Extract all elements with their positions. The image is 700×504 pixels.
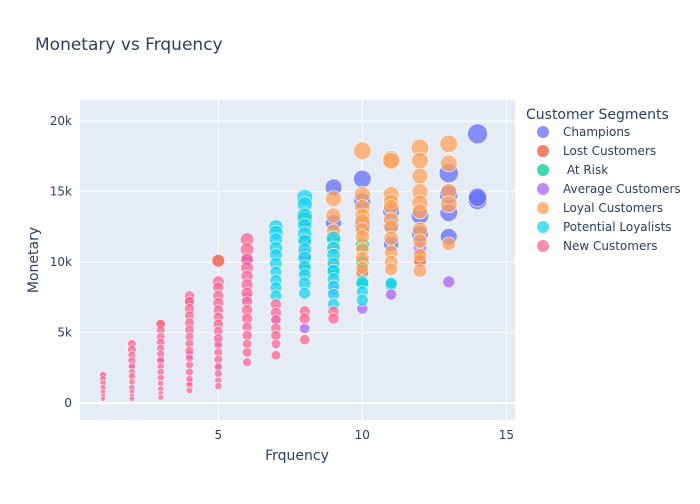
point-loyal-customers bbox=[412, 247, 428, 263]
point-loyal-customers bbox=[354, 229, 370, 245]
point-loyal-customers bbox=[325, 207, 342, 224]
point-champions bbox=[468, 187, 488, 207]
point-average-customers bbox=[442, 275, 456, 289]
point-loyal-customers bbox=[441, 236, 456, 251]
legend-title: Customer Segments bbox=[526, 107, 669, 123]
point-loyal-customers bbox=[412, 263, 428, 278]
legend-label-champions: Champions bbox=[563, 125, 630, 139]
point-potential-loyalists bbox=[298, 286, 312, 300]
point-loyal-customers bbox=[325, 190, 342, 207]
legend-label-loyal-customers: Loyal Customers bbox=[563, 201, 663, 215]
point-new-customers bbox=[213, 369, 223, 378]
point-loyal-customers bbox=[440, 154, 458, 173]
point-loyal-customers bbox=[440, 195, 458, 214]
point-new-customers bbox=[185, 386, 193, 394]
point-average-customers bbox=[385, 288, 398, 301]
point-loyal-customers bbox=[383, 230, 399, 246]
point-new-customers bbox=[327, 312, 340, 325]
point-champions bbox=[467, 123, 488, 145]
legend-label-lost-customers: Lost Customers bbox=[563, 144, 656, 158]
data-points bbox=[99, 123, 488, 402]
legend-marker-potential-loyalists bbox=[537, 221, 549, 233]
legend-marker-loyal-customers bbox=[537, 202, 549, 214]
x-tick-label: 5 bbox=[214, 428, 222, 442]
point-new-customers bbox=[299, 334, 311, 346]
legend-label-average-customers: Average Customers bbox=[563, 182, 681, 196]
legend-marker-champions bbox=[537, 126, 549, 138]
point-new-customers bbox=[128, 395, 135, 402]
legend-label-potential-loyalists: Potential Loyalists bbox=[563, 220, 672, 234]
y-tick-label: 20k bbox=[50, 114, 72, 128]
legend-marker-new-customers bbox=[537, 240, 549, 252]
point-new-customers bbox=[157, 394, 164, 401]
point-potential-loyalists bbox=[356, 293, 369, 307]
point-loyal-customers bbox=[384, 262, 398, 276]
x-tick-label: 10 bbox=[355, 428, 370, 442]
y-axis-label: Monetary bbox=[26, 227, 42, 293]
y-tick-label: 5k bbox=[57, 326, 72, 340]
y-tick-label: 15k bbox=[50, 185, 72, 199]
point-new-customers bbox=[270, 338, 281, 349]
plot-area bbox=[80, 100, 515, 420]
legend-marker-average-customers bbox=[537, 183, 549, 195]
x-tick-label: 15 bbox=[499, 428, 514, 442]
legend-label-new-customers: New Customers bbox=[563, 239, 658, 253]
point-lost-customers bbox=[211, 254, 225, 268]
point-loyal-customers bbox=[353, 141, 372, 160]
legend-label-at-risk: At Risk bbox=[563, 163, 608, 177]
point-loyal-customers bbox=[382, 151, 400, 170]
point-new-customers bbox=[270, 350, 281, 361]
point-potential-loyalists bbox=[384, 276, 398, 290]
y-tick-label: 0 bbox=[64, 396, 72, 410]
y-tick-label: 10k bbox=[50, 255, 72, 269]
point-loyal-customers bbox=[412, 233, 428, 249]
point-new-customers bbox=[241, 347, 253, 358]
point-loyal-customers bbox=[439, 134, 458, 153]
point-new-customers bbox=[214, 382, 223, 391]
point-average-customers bbox=[299, 322, 311, 334]
point-loyal-customers bbox=[411, 151, 429, 170]
legend-marker-at-risk bbox=[537, 164, 549, 176]
tick-labels: 0 5k 10k 15k 20k 5 10 15 bbox=[50, 114, 514, 442]
point-new-customers bbox=[242, 357, 252, 367]
legend: Customer Segments Champions Lost Customer… bbox=[526, 107, 681, 253]
point-new-customers bbox=[100, 396, 106, 402]
legend-marker-lost-customers bbox=[537, 145, 549, 157]
point-loyal-customers bbox=[411, 167, 429, 185]
point-new-customers bbox=[298, 312, 311, 325]
point-loyal-customers bbox=[355, 261, 370, 275]
x-axis-label: Frquency bbox=[265, 448, 329, 464]
point-champions bbox=[353, 169, 372, 189]
chart-title: Monetary vs Frquency bbox=[35, 35, 223, 55]
point-new-customers bbox=[185, 367, 194, 377]
point-loyal-customers bbox=[412, 203, 428, 220]
